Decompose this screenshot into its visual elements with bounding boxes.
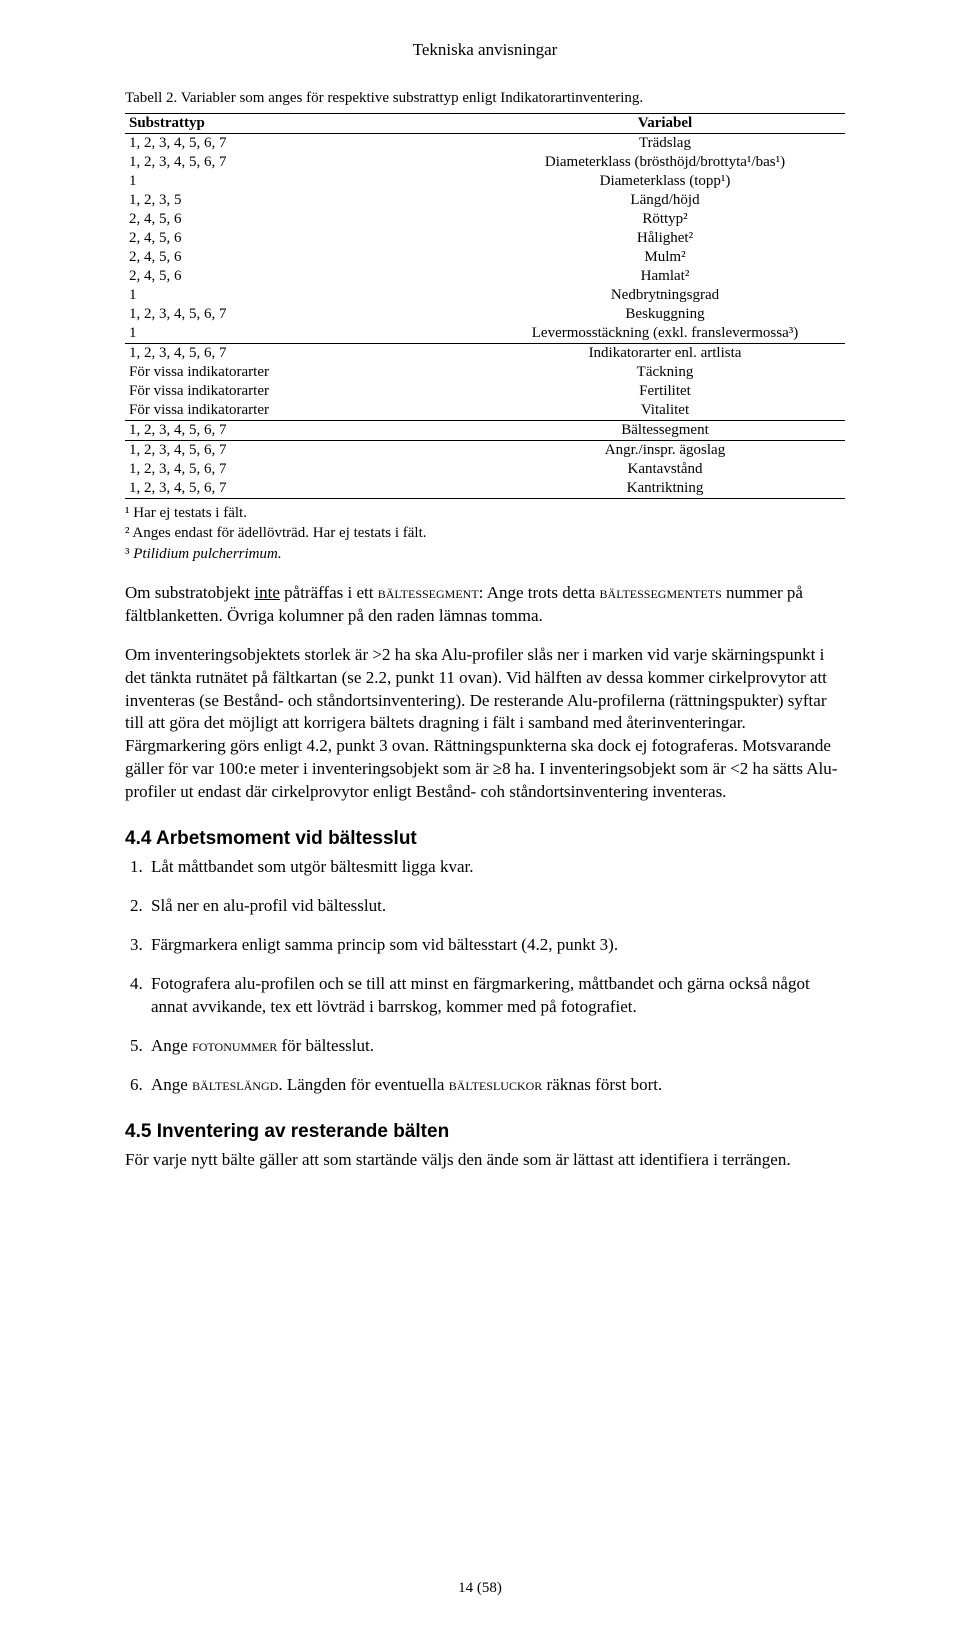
list-item: Slå ner en alu-profil vid bältesslut. [147, 895, 845, 918]
list-item: Fotografera alu-profilen och se till att… [147, 973, 845, 1019]
table-row: 1, 2, 3, 4, 5, 6, 7Indikatorarter enl. a… [125, 344, 845, 364]
page-footer: 14 (58) [0, 1580, 960, 1597]
footnote-2: ² Anges endast för ädellövträd. Har ej t… [125, 523, 845, 543]
table-row: 1, 2, 3, 4, 5, 6, 7Kantavstånd [125, 460, 845, 479]
table-row: 1, 2, 3, 4, 5, 6, 7Bältessegment [125, 421, 845, 441]
numbered-list-1: Låt måttbandet som utgör bältesmitt ligg… [125, 856, 845, 1097]
paragraph-1: Om substratobjekt inte påträffas i ett b… [125, 582, 845, 628]
list-item: Ange bälteslängd. Längden för eventuella… [147, 1074, 845, 1097]
list-item: Färgmarkera enligt samma princip som vid… [147, 934, 845, 957]
table-row: För vissa indikatorarterVitalitet [125, 401, 845, 421]
table-row: 1Diameterklass (topp¹) [125, 172, 845, 191]
table-row: För vissa indikatorarterTäckning [125, 363, 845, 382]
table-row: 2, 4, 5, 6Mulm² [125, 248, 845, 267]
table-row: 1, 2, 3, 4, 5, 6, 7Diameterklass (brösth… [125, 153, 845, 172]
table-row: 1Nedbrytningsgrad [125, 286, 845, 305]
table-row: 1, 2, 3, 4, 5, 6, 7Kantriktning [125, 479, 845, 499]
page-header: Tekniska anvisningar [125, 40, 845, 60]
paragraph-2: Om inventeringsobjektets storlek är >2 h… [125, 644, 845, 805]
footnotes: ¹ Har ej testats i fält. ² Anges endast … [125, 503, 845, 564]
table-row: 1, 2, 3, 5Längd/höjd [125, 191, 845, 210]
table-caption: Tabell 2. Variabler som anges för respek… [125, 90, 845, 107]
table-row: 2, 4, 5, 6Hålighet² [125, 229, 845, 248]
table-row: För vissa indikatorarterFertilitet [125, 382, 845, 401]
table-row: 1Levermosstäckning (exkl. franslevermoss… [125, 324, 845, 344]
data-table: SubstrattypVariabel1, 2, 3, 4, 5, 6, 7Tr… [125, 113, 845, 499]
table-row: 1, 2, 3, 4, 5, 6, 7Angr./inspr. ägoslag [125, 441, 845, 461]
list-item: Ange fotonummer för bältesslut. [147, 1035, 845, 1058]
section-heading-4-4: 4.4 Arbetsmoment vid bältesslut [125, 828, 845, 850]
paragraph-3: För varje nytt bälte gäller att som star… [125, 1149, 845, 1172]
table-row: 2, 4, 5, 6Hamlat² [125, 267, 845, 286]
table-row: 1, 2, 3, 4, 5, 6, 7Beskuggning [125, 305, 845, 324]
table-row: 1, 2, 3, 4, 5, 6, 7Trädslag [125, 134, 845, 154]
page: Tekniska anvisningar Tabell 2. Variabler… [0, 0, 960, 1633]
table-row: 2, 4, 5, 6Röttyp² [125, 210, 845, 229]
list-item: Låt måttbandet som utgör bältesmitt ligg… [147, 856, 845, 879]
footnote-3: ³ Ptilidium pulcherrimum. [125, 544, 845, 564]
table-header-row: SubstrattypVariabel [125, 114, 845, 134]
section-heading-4-5: 4.5 Inventering av resterande bälten [125, 1121, 845, 1143]
footnote-1: ¹ Har ej testats i fält. [125, 503, 845, 523]
